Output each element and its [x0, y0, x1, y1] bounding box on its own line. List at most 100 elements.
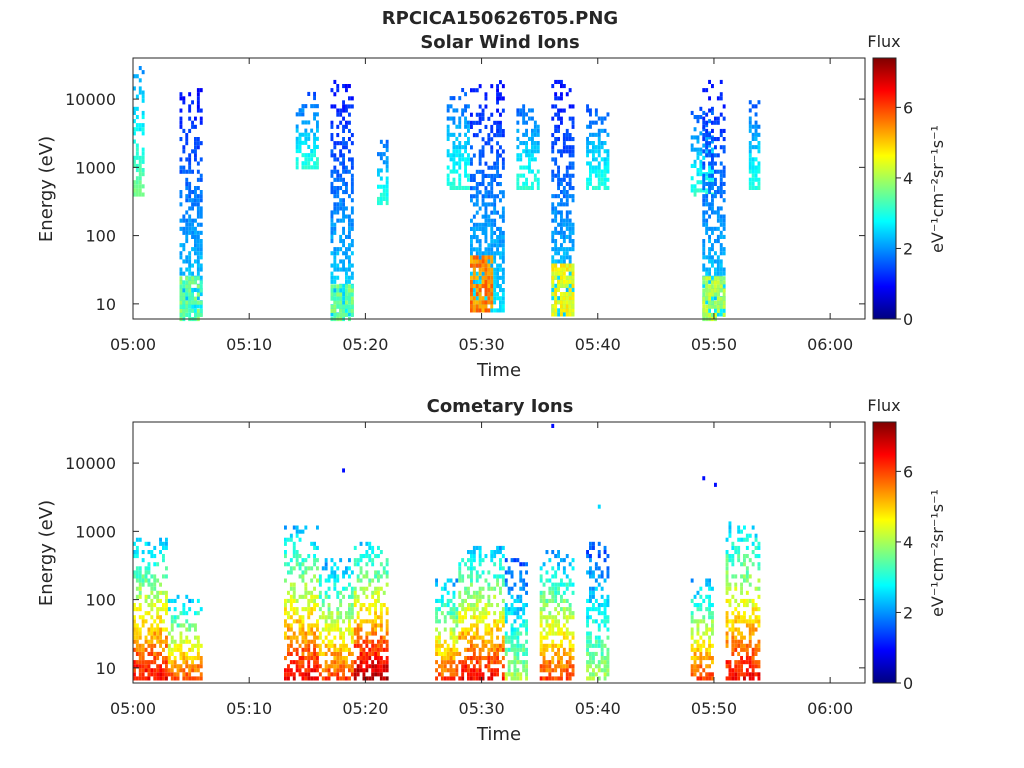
flux-cell: [464, 145, 467, 150]
flux-cell: [716, 308, 720, 313]
flux-cell: [478, 104, 482, 109]
flux-cell: [379, 176, 383, 181]
flux-cell: [345, 615, 348, 620]
flux-cell: [757, 181, 761, 186]
flux-cell: [284, 631, 287, 636]
flux-cell: [287, 570, 290, 575]
flux-cell: [719, 308, 723, 313]
flux-cell: [330, 214, 334, 219]
flux-cell: [185, 186, 189, 191]
flux-cell: [568, 230, 572, 235]
flux-cell: [371, 668, 375, 673]
flux-cell: [333, 275, 337, 280]
flux-cell: [359, 607, 363, 612]
flux-cell: [382, 668, 386, 673]
flux-cell: [133, 676, 136, 681]
flux-cell: [199, 275, 203, 280]
flux-cell: [313, 149, 316, 154]
flux-cell: [719, 271, 723, 276]
flux-cell: [714, 288, 717, 293]
flux-cell: [708, 615, 711, 620]
flux-cell: [554, 615, 558, 620]
flux-cell: [516, 651, 520, 656]
flux-cell: [318, 651, 322, 656]
flux-cell: [490, 182, 494, 187]
flux-cell: [304, 639, 308, 644]
flux-cell: [481, 586, 485, 591]
flux-cell: [711, 165, 714, 170]
flux-cell: [519, 185, 523, 190]
flux-cell: [289, 598, 293, 603]
flux-cell: [743, 603, 746, 608]
flux-cell: [167, 647, 171, 652]
flux-cell: [191, 304, 194, 309]
flux-cell: [728, 582, 732, 587]
flux-cell: [330, 124, 334, 129]
flux-cell: [464, 165, 467, 170]
flux-cell: [135, 74, 139, 79]
flux-cell: [551, 116, 555, 121]
flux-cell: [690, 135, 694, 140]
flux-cell: [301, 676, 305, 681]
flux-cell: [751, 124, 755, 129]
flux-cell: [560, 255, 563, 260]
flux-cell: [539, 590, 543, 595]
flux-cell: [554, 96, 558, 101]
flux-cell: [699, 188, 703, 193]
flux-cell: [699, 651, 703, 656]
flux-cell: [379, 139, 383, 144]
flux-cell: [475, 578, 479, 583]
flux-cell: [162, 676, 165, 681]
flux-cell: [693, 619, 697, 624]
flux-cell: [461, 157, 465, 162]
flux-cell: [478, 255, 482, 260]
flux-cell: [188, 222, 192, 227]
flux-cell: [467, 157, 470, 162]
flux-cell: [339, 656, 343, 661]
flux-cell: [179, 92, 183, 97]
flux-cell: [133, 554, 136, 559]
flux-cell: [353, 603, 357, 608]
flux-cell: [289, 570, 293, 575]
flux-cell: [156, 627, 160, 632]
flux-cell: [714, 137, 717, 142]
flux-cell: [751, 185, 755, 190]
flux-cell: [452, 651, 456, 656]
flux-cell: [493, 643, 497, 648]
flux-cell: [350, 271, 354, 276]
flux-cell: [589, 656, 592, 661]
flux-cell: [557, 137, 560, 142]
flux-cell: [554, 296, 558, 301]
flux-cell: [467, 185, 470, 190]
flux-cell: [731, 554, 735, 559]
flux-cell: [467, 664, 470, 669]
flux-cell: [304, 647, 308, 652]
flux-cell: [470, 161, 473, 166]
flux-cell: [748, 558, 752, 563]
flux-cell: [162, 603, 165, 608]
flux-cell: [702, 292, 706, 297]
flux-cell: [554, 676, 558, 681]
flux-cell: [327, 627, 331, 632]
flux-cell: [182, 169, 186, 174]
flux-cell: [711, 137, 714, 142]
flux-cell: [356, 672, 360, 677]
flux-cell: [342, 165, 345, 170]
flux-cell: [345, 271, 348, 276]
flux-cell: [711, 198, 714, 203]
flux-cell: [191, 643, 194, 648]
flux-cell: [565, 631, 569, 636]
flux-cell: [516, 615, 520, 620]
flux-cell: [379, 668, 383, 673]
flux-cell: [464, 92, 467, 97]
flux-cell: [493, 251, 497, 256]
flux-cell: [571, 275, 575, 280]
flux-cell: [188, 206, 192, 211]
flux-cell: [719, 218, 723, 223]
flux-cell: [470, 635, 473, 640]
flux-cell: [568, 296, 572, 301]
flux-cell: [199, 190, 203, 195]
flux-cell: [560, 218, 563, 223]
flux-cell: [159, 672, 162, 677]
flux-cell: [333, 619, 337, 624]
